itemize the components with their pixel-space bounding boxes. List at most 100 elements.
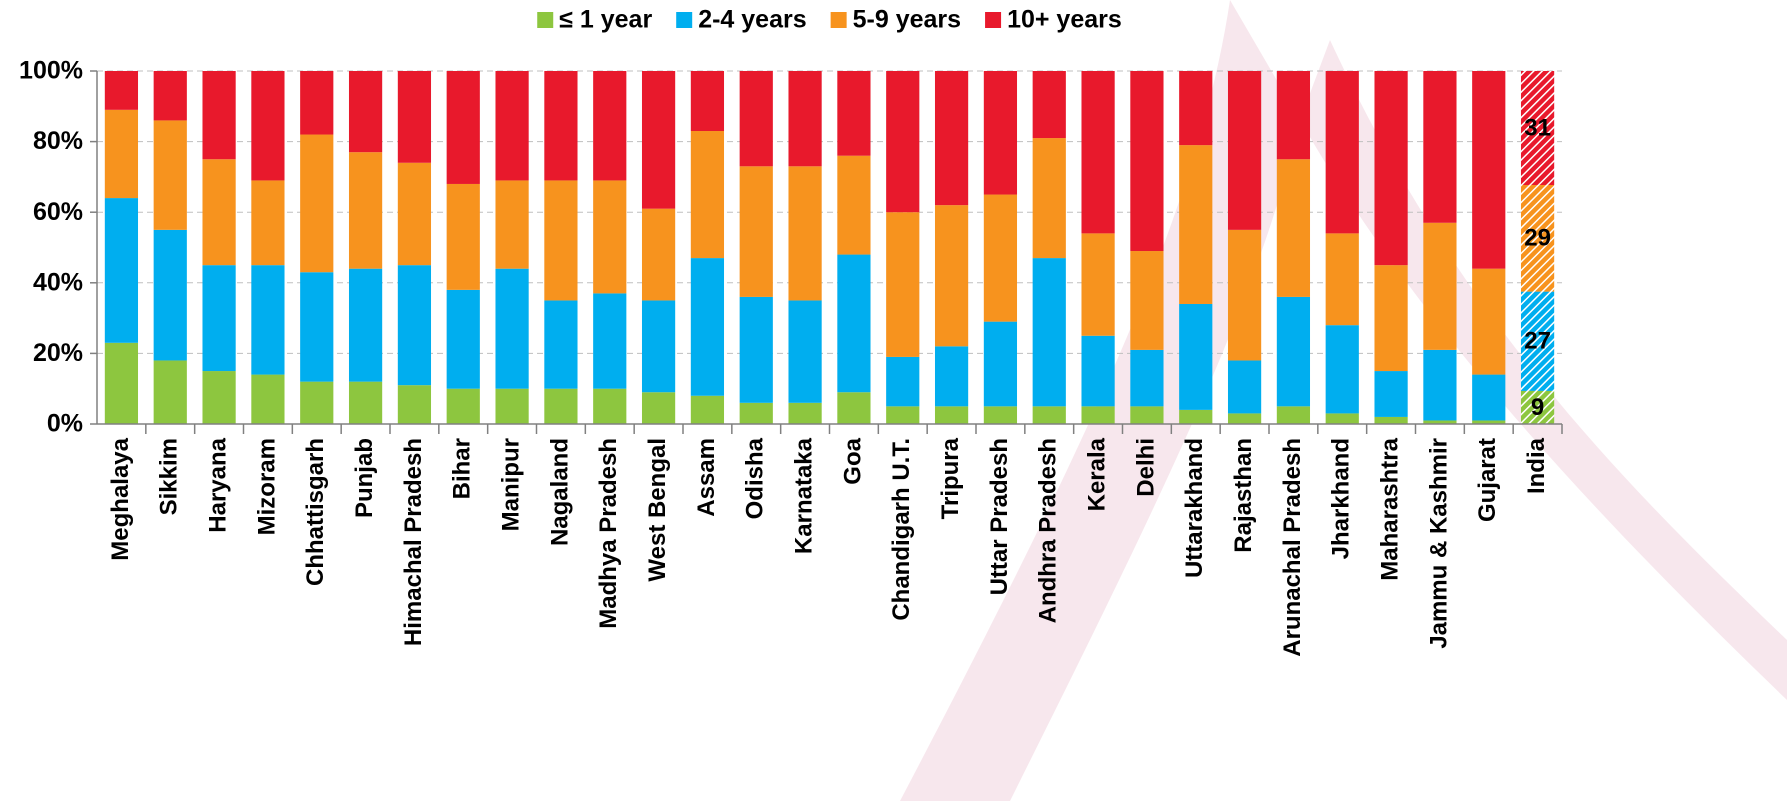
x-tick-label: Jammu & Kashmir [1425, 438, 1452, 649]
bar-segment [300, 272, 334, 382]
bar-segment [739, 166, 773, 297]
bar-segment [348, 381, 383, 424]
bar-segment [1227, 229, 1262, 361]
bar-segment [1423, 222, 1457, 350]
x-tick-label: India [1523, 437, 1550, 494]
x-tick-label: Rajasthan [1230, 438, 1257, 553]
bar-segment [1374, 371, 1408, 417]
bar-segment [1276, 71, 1311, 160]
y-tick-label: 60% [33, 198, 83, 226]
bar-segment [153, 120, 187, 230]
bar-segment [1081, 406, 1115, 424]
bar-segment [153, 71, 187, 121]
bar-segment [1374, 416, 1408, 424]
bar-segment [1179, 145, 1213, 304]
bar-segment [251, 71, 285, 181]
bar-segment [690, 258, 725, 396]
x-tick-label: Nagaland [546, 438, 573, 546]
bar-segment [1520, 71, 1555, 185]
x-tick-label: Punjab [351, 438, 378, 518]
bar-segment [837, 392, 871, 424]
bar-segment [690, 131, 725, 259]
x-tick-label: Uttarakhand [1181, 438, 1208, 578]
bar-segment [544, 300, 578, 389]
y-tick-label: 40% [33, 268, 83, 296]
bar-segment [544, 388, 578, 424]
bar-segment [1179, 303, 1213, 410]
bar-segment [1472, 71, 1506, 269]
bar-segment [397, 162, 432, 266]
x-tick-label: Arunachal Pradesh [1279, 438, 1306, 657]
bar-segment [788, 71, 822, 167]
bar-segment [446, 183, 480, 290]
x-tick-label: Chhattisgarh [302, 438, 329, 586]
bar-segment [593, 293, 627, 389]
x-tick-label: Goa [839, 437, 866, 484]
bar-segment [397, 385, 432, 424]
bar-segment [251, 265, 285, 375]
bar-segment [1227, 71, 1262, 230]
x-tick-label: Gujarat [1474, 438, 1501, 522]
bar-segment [1081, 335, 1115, 407]
bar-segment [300, 381, 334, 424]
bar-segment [739, 71, 773, 167]
bar-segment [495, 71, 529, 181]
bar-segment [934, 71, 969, 206]
plot: 0% 20% 40% 60% 80% 100% Meghalaya Sikkim Haryana… [19, 6, 1563, 657]
bar-segment [348, 268, 383, 382]
bar-segment [495, 180, 529, 269]
bar-segment [202, 159, 236, 266]
bar-segment [300, 71, 334, 135]
legend-label: 2-4 years [698, 6, 806, 34]
x-tick-label: Madhya Pradesh [595, 438, 622, 629]
bar-segment [641, 208, 676, 301]
bar-segment [544, 180, 578, 301]
bar-segment [983, 406, 1018, 424]
bar-segment [1472, 420, 1506, 424]
bar-segment [788, 402, 822, 424]
bar-segment [934, 346, 969, 407]
bar-segment [397, 71, 432, 163]
bar-segment [104, 109, 139, 199]
bar-segment [104, 71, 139, 110]
bar-segment [886, 71, 920, 213]
x-tick-label: Himachal Pradesh [400, 438, 427, 646]
bar-segment [788, 166, 822, 301]
bar-segment [446, 388, 480, 424]
bar-segment [1179, 409, 1213, 424]
bar-segment [202, 71, 236, 160]
bar-segment [104, 342, 139, 424]
bar-segment [1325, 325, 1359, 414]
bar-segment [1520, 291, 1555, 391]
bar-segment [1374, 71, 1408, 266]
bar-segment [251, 374, 285, 424]
bar-segment [690, 71, 725, 132]
bar-segment [1130, 406, 1164, 424]
legend-swatch [985, 12, 1002, 28]
bar-segment [593, 180, 627, 294]
bar-segment [1325, 71, 1359, 234]
x-tick-label: Tripura [937, 437, 964, 519]
bar-segment [593, 388, 627, 424]
bar-segment [690, 395, 725, 424]
bar-segment [593, 71, 627, 181]
x-tick-label: Assam [693, 438, 720, 517]
bar-segment [1520, 184, 1555, 292]
x-tick-label: Maharashtra [1376, 437, 1403, 580]
bar-segment [446, 289, 480, 389]
bar-segment [202, 371, 236, 424]
x-tick-label: Meghalaya [107, 437, 134, 560]
y-tick-label: 0% [47, 410, 83, 438]
legend: ≤ 1 year 2-4 years 5-9 years 10+ years [537, 6, 1122, 34]
bar-segment [641, 71, 676, 209]
bar-segment [1276, 159, 1311, 297]
bar-segment [1032, 258, 1066, 407]
bar-segment [983, 71, 1018, 195]
bar-segment [153, 229, 187, 361]
bar-segment [739, 402, 773, 424]
bar-segment [104, 198, 139, 343]
bar-segment [1423, 349, 1457, 421]
bar-segment [1423, 420, 1457, 424]
bar-segment [1179, 71, 1213, 146]
x-tick-label: West Bengal [644, 438, 671, 582]
